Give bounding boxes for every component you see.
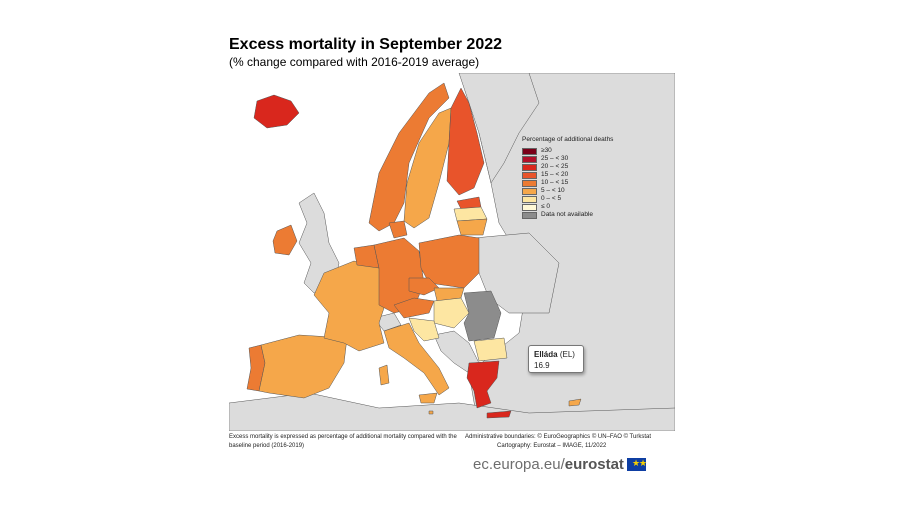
legend-swatch <box>522 147 537 155</box>
tooltip-value: 16.9 <box>534 361 550 370</box>
legend-swatch <box>522 211 537 219</box>
legend-item: 15 – < 20 <box>522 171 613 179</box>
brand-domain: ec.europa.eu/ <box>473 456 565 473</box>
footnote-sources: Administrative boundaries: © EuroGeograp… <box>465 433 676 451</box>
legend-item: 0 – < 5 <box>522 195 613 203</box>
map-subtitle: (% change compared with 2016-2019 averag… <box>229 55 480 69</box>
tooltip-header: Elláda (EL) <box>534 349 578 360</box>
footnote-boundaries: Administrative boundaries: © EuroGeograp… <box>465 434 652 440</box>
legend-label: 0 – < 5 <box>541 195 562 202</box>
land-russia-north <box>458 73 540 184</box>
region-sicily[interactable] <box>418 392 438 404</box>
legend-item: 20 – < 25 <box>522 163 613 171</box>
region-romania[interactable] <box>463 290 502 342</box>
legend-item: Data not available <box>522 211 613 219</box>
footnote-cartography: Cartography: Eurostat – IMAGE, 11/2022 <box>497 443 607 449</box>
legend-label: 20 – < 25 <box>541 163 569 170</box>
region-ireland[interactable] <box>272 224 298 256</box>
region-latvia[interactable] <box>453 206 488 222</box>
legend-label: 10 – < 15 <box>541 179 569 186</box>
legend-swatch <box>522 171 537 179</box>
map-canvas[interactable] <box>229 73 675 431</box>
legend-swatch <box>522 155 537 163</box>
region-slovenia-croatia[interactable] <box>408 317 440 342</box>
region-cyprus[interactable] <box>568 398 582 407</box>
region-czechia[interactable] <box>408 277 440 296</box>
land-north-africa <box>229 392 675 431</box>
region-sardinia[interactable] <box>378 364 390 386</box>
tooltip-code: (EL) <box>559 350 575 359</box>
legend-swatch <box>522 187 537 195</box>
region-france[interactable] <box>313 260 390 352</box>
legend-item: 10 – < 15 <box>522 179 613 187</box>
region-iceland[interactable] <box>253 94 300 129</box>
legend-swatch <box>522 203 537 211</box>
region-lithuania[interactable] <box>456 218 488 236</box>
legend-title: Percentage of additional deaths <box>522 136 614 143</box>
region-hungary[interactable] <box>433 297 470 329</box>
region-greece[interactable] <box>466 360 500 409</box>
region-finland[interactable] <box>446 87 485 196</box>
region-poland[interactable] <box>418 234 480 289</box>
legend-label: Data not available <box>541 211 594 218</box>
region-italy[interactable] <box>383 322 450 396</box>
legend-label: 5 – < 10 <box>541 187 565 194</box>
legend-label: 25 – < 30 <box>541 155 569 162</box>
land-ukraine-belarus <box>473 232 560 314</box>
eurostat-brand[interactable]: ec.europa.eu/eurostat ★★ <box>473 456 647 473</box>
region-bulgaria[interactable] <box>473 337 508 362</box>
legend-swatch <box>522 195 537 203</box>
region-denmark[interactable] <box>388 220 408 239</box>
legend-swatch <box>522 163 537 171</box>
map-title: Excess mortality in September 2022 <box>229 36 503 53</box>
europe-map[interactable] <box>229 73 675 431</box>
map-legend: Percentage of additional deaths ≥30 25 –… <box>522 136 613 219</box>
tooltip-name: Elláda <box>534 350 558 359</box>
legend-label: ≤ 0 <box>541 203 550 210</box>
region-malta[interactable] <box>428 410 434 415</box>
region-tooltip: Elláda (EL) 16.9 <box>528 345 584 373</box>
region-austria[interactable] <box>393 297 435 319</box>
footnote-definition: Excess mortality is expressed as percent… <box>229 434 457 449</box>
legend-label: 15 – < 20 <box>541 171 569 178</box>
region-crete[interactable] <box>486 410 512 419</box>
legend-label: ≥30 <box>541 147 552 154</box>
legend-swatch <box>522 179 537 187</box>
legend-item: 5 – < 10 <box>522 187 613 195</box>
region-spain[interactable] <box>258 334 348 399</box>
legend-item: ≤ 0 <box>522 203 613 211</box>
legend-item: 25 – < 30 <box>522 155 613 163</box>
brand-name: eurostat <box>564 456 624 473</box>
legend-item: ≥30 <box>522 147 613 155</box>
eu-flag-icon: ★★ <box>626 458 647 471</box>
